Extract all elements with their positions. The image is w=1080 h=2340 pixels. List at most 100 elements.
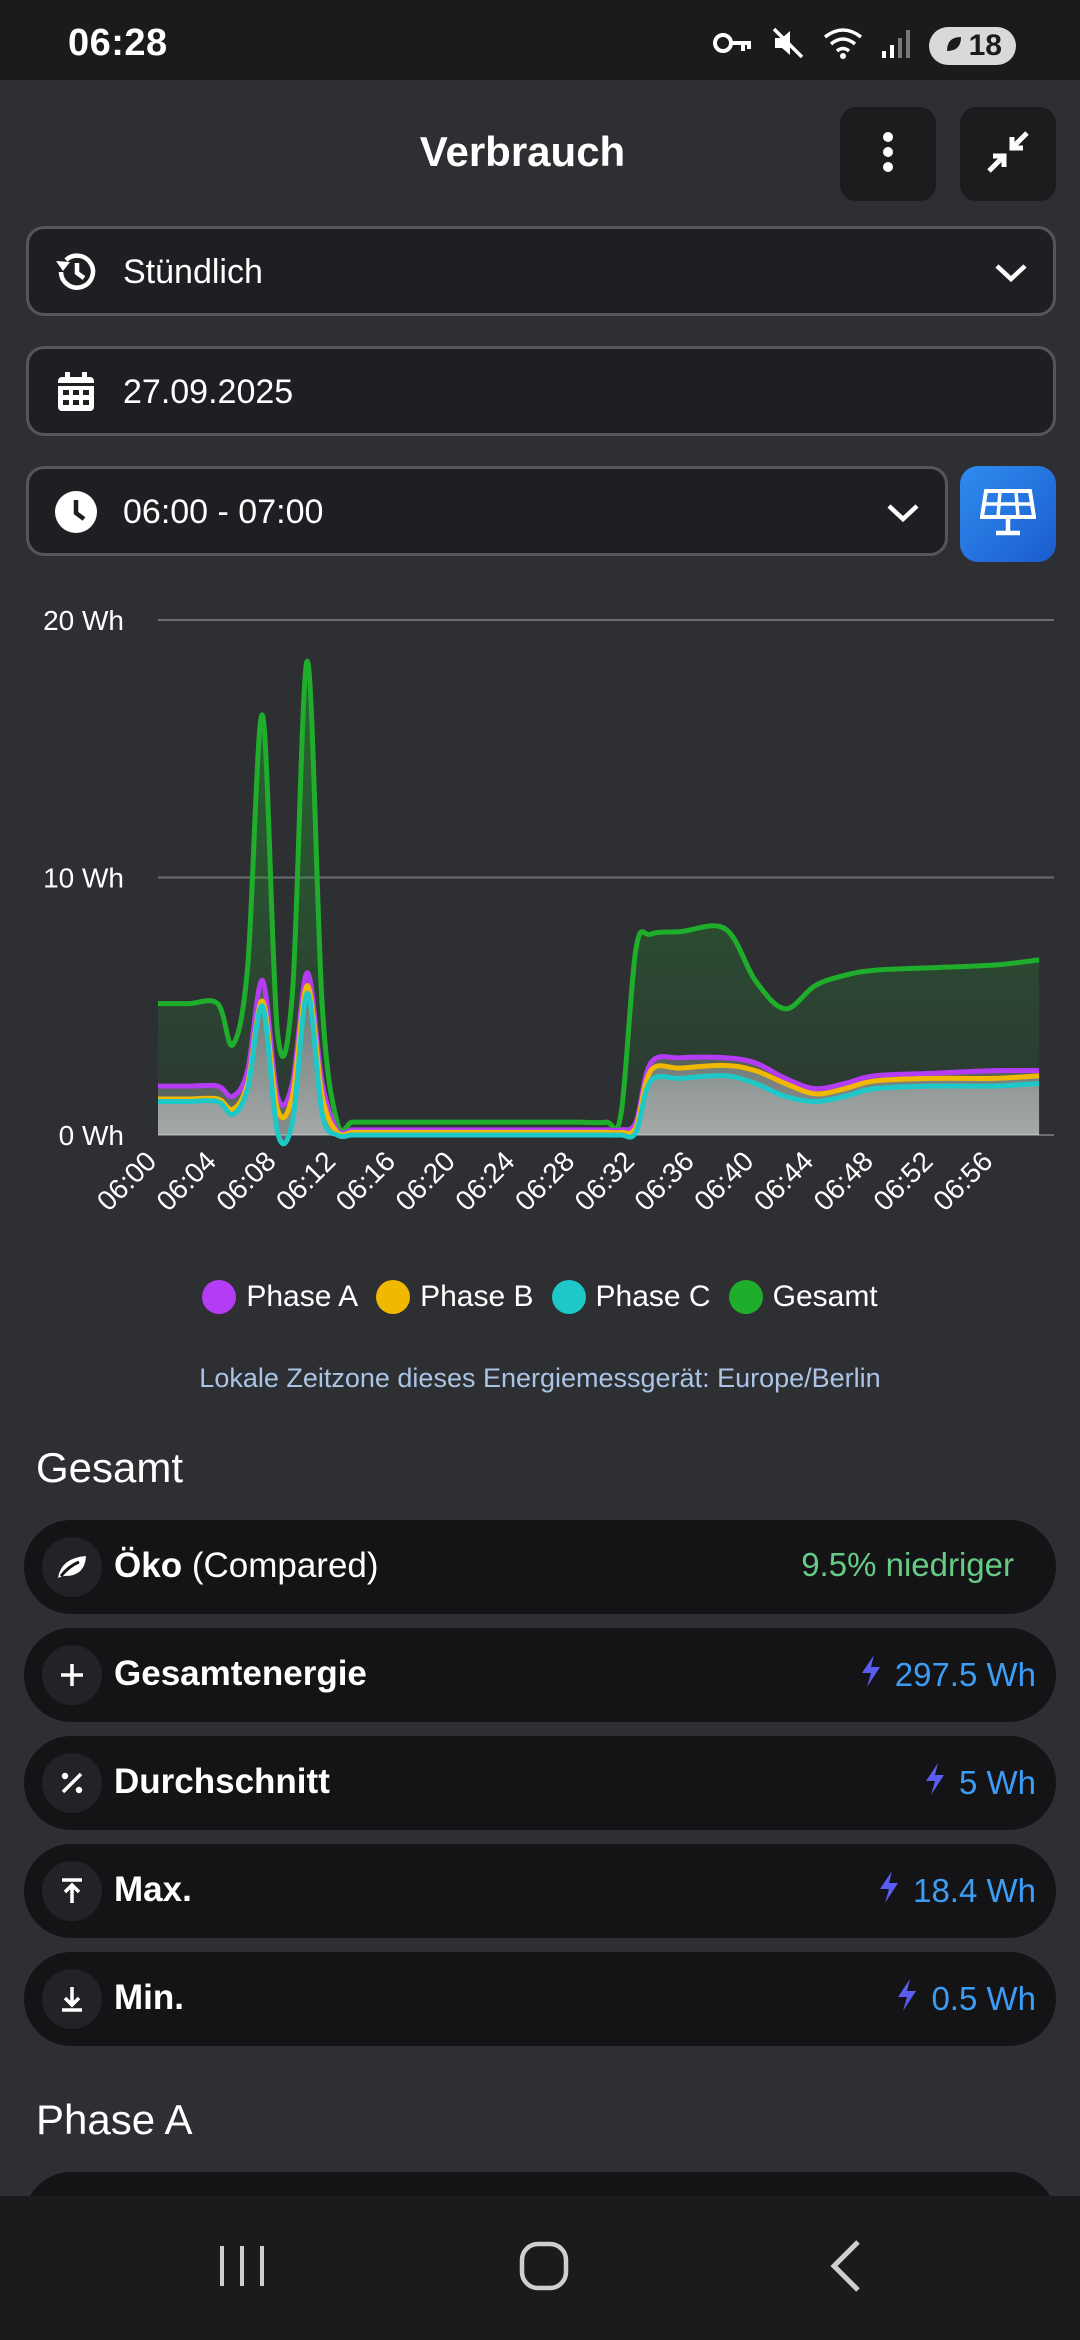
stat-max-label: Max. — [114, 1870, 192, 1909]
x-tick-label: 06:24 — [449, 1145, 520, 1216]
legend-label: Phase A — [246, 1280, 359, 1313]
x-tick-label: 06:40 — [688, 1145, 759, 1216]
stat-total-energy[interactable]: Gesamtenergie 297.5 Wh — [24, 1628, 1056, 1722]
home-icon — [518, 2240, 570, 2297]
stat-eco-value: 9.5% niedriger — [801, 1546, 1014, 1583]
signal-icon — [881, 27, 911, 64]
legend-swatch — [202, 1280, 237, 1314]
history-icon — [53, 249, 99, 295]
period-select-value: Stündlich — [123, 253, 263, 291]
stat-eco[interactable]: Öko (Compared) 9.5% niedriger — [24, 1520, 1056, 1614]
app-header: Verbrauch — [0, 80, 1080, 225]
bolt-icon — [877, 1870, 901, 1912]
x-tick-label: 06:32 — [569, 1145, 640, 1216]
time-range-value: 06:00 - 07:00 — [123, 493, 324, 531]
recent-apps-icon — [217, 2241, 267, 2296]
mute-icon — [771, 26, 805, 65]
leaf-icon — [42, 1537, 102, 1597]
legend-swatch — [376, 1280, 411, 1314]
status-icons: 18 — [712, 26, 1016, 65]
x-tick-label: 06:00 — [91, 1145, 162, 1216]
y-tick-label: 20 Wh — [43, 605, 124, 636]
chevron-down-icon — [991, 253, 1031, 293]
vpn-key-icon — [712, 31, 753, 60]
stat-max-value: 18.4 Wh — [877, 1870, 1036, 1912]
series-line-gesamt — [157, 658, 1040, 1134]
stat-average[interactable]: Durchschnitt 5 Wh — [24, 1736, 1056, 1830]
stat-total-energy-label: Gesamtenergie — [114, 1654, 367, 1693]
chart-legend: Phase A Phase B Phase C Gesamt — [0, 1280, 1080, 1314]
x-tick-label: 06:16 — [330, 1145, 401, 1216]
calendar-icon — [53, 369, 99, 415]
home-button[interactable] — [512, 2236, 576, 2300]
stat-max[interactable]: Max. 18.4 Wh — [24, 1844, 1056, 1938]
stat-min-label: Min. — [114, 1978, 184, 2017]
series-area-phase-c — [158, 993, 1040, 1144]
page-title: Verbrauch — [419, 128, 626, 175]
collapse-arrows-icon — [985, 129, 1031, 180]
time-range-select[interactable]: 06:00 - 07:00 — [26, 466, 948, 556]
series-line-phase-c — [157, 990, 1040, 1147]
x-tick-label: 06:12 — [270, 1145, 341, 1216]
x-tick-label: 06:28 — [509, 1145, 580, 1216]
legend-swatch — [728, 1280, 763, 1314]
stat-average-value: 5 Wh — [923, 1762, 1036, 1804]
battery-saver-icon — [943, 29, 965, 63]
timezone-note: Lokale Zeitzone dieses Energiemessgerät:… — [199, 1363, 881, 1393]
x-tick-label: 06:36 — [628, 1145, 699, 1216]
bolt-icon — [859, 1654, 883, 1696]
solar-toggle-button[interactable] — [960, 466, 1056, 562]
x-tick-label: 06:48 — [808, 1145, 879, 1216]
series-line-phase-a — [158, 970, 1040, 1136]
legend-label: Phase C — [595, 1280, 711, 1313]
more-vert-icon — [882, 131, 894, 177]
stat-average-label: Durchschnitt — [114, 1762, 330, 1801]
y-tick-label: 0 Wh — [59, 1120, 124, 1151]
legend-label: Gesamt — [772, 1280, 878, 1313]
legend-item[interactable]: Phase C — [551, 1280, 711, 1314]
x-tick-label: 06:20 — [389, 1145, 460, 1216]
stat-total-energy-value: 297.5 Wh — [859, 1654, 1036, 1696]
stat-min[interactable]: Min. 0.5 Wh — [24, 1952, 1056, 2046]
x-tick-label: 06:56 — [927, 1145, 998, 1216]
series-area-phase-b — [158, 985, 1040, 1136]
series-area-gesamt — [158, 661, 1040, 1135]
solar-panel-icon — [979, 487, 1037, 542]
legend-item[interactable]: Phase B — [376, 1280, 534, 1314]
legend-item[interactable]: Gesamt — [728, 1280, 878, 1314]
collapse-button[interactable] — [960, 107, 1056, 201]
recent-apps-button[interactable] — [210, 2236, 274, 2300]
battery-indicator: 18 — [928, 26, 1016, 65]
status-bar: 06:28 18 — [0, 0, 1080, 80]
legend-item[interactable]: Phase A — [202, 1280, 358, 1314]
back-icon — [826, 2238, 866, 2299]
section-title-gesamt: Gesamt — [36, 1444, 184, 1491]
x-tick-label: 06:08 — [210, 1145, 281, 1216]
plus-icon — [42, 1645, 102, 1705]
back-button[interactable] — [814, 2236, 878, 2300]
arrow-down-to-line-icon — [42, 1969, 102, 2029]
status-time: 06:28 — [68, 22, 168, 64]
series-line-phase-b — [158, 983, 1040, 1138]
section-title-phase-a: Phase A — [36, 2096, 193, 2143]
chevron-down-icon — [883, 493, 923, 533]
bolt-icon — [923, 1762, 947, 1804]
percent-icon — [42, 1753, 102, 1813]
consumption-chart: 20 Wh 10 Wh 0 Wh 06:00 06:04 06:08 06:12 06:16 0… — [0, 590, 1080, 1280]
more-menu-button[interactable] — [840, 107, 936, 201]
wifi-icon — [823, 27, 863, 64]
arrow-up-to-line-icon — [42, 1861, 102, 1921]
battery-level: 18 — [968, 28, 1002, 62]
period-select[interactable]: Stündlich — [26, 226, 1056, 316]
legend-swatch — [551, 1280, 586, 1314]
date-field-value: 27.09.2025 — [123, 373, 294, 411]
x-tick-label: 06:44 — [748, 1145, 819, 1216]
y-tick-label: 10 Wh — [43, 863, 124, 894]
date-field[interactable]: 27.09.2025 — [26, 346, 1056, 436]
system-nav-bar — [0, 2196, 1080, 2340]
bolt-icon — [895, 1978, 919, 2020]
clock-icon — [53, 489, 99, 535]
legend-label: Phase B — [420, 1280, 534, 1313]
stat-eco-label: Öko (Compared) — [114, 1546, 379, 1585]
